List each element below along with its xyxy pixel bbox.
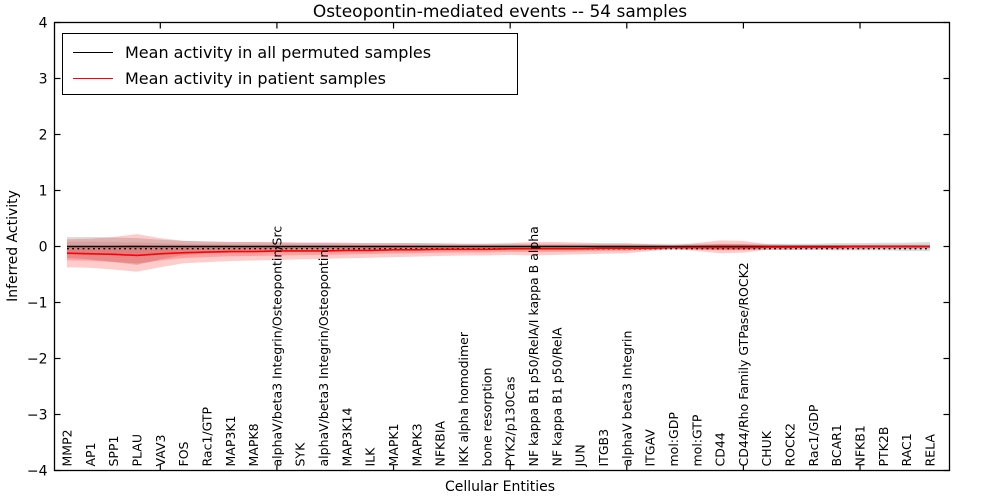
svg-text:2: 2 bbox=[39, 128, 48, 144]
svg-text:−4: −4 bbox=[27, 464, 48, 480]
svg-text:PTK2B: PTK2B bbox=[876, 427, 891, 467]
svg-text:ITGB3: ITGB3 bbox=[596, 429, 611, 467]
svg-text:−2: −2 bbox=[27, 352, 48, 368]
svg-text:1: 1 bbox=[39, 184, 48, 200]
svg-text:VAV3: VAV3 bbox=[153, 434, 168, 466]
svg-text:alphaV beta3 Integrin: alphaV beta3 Integrin bbox=[619, 331, 634, 467]
legend-label-permuted: Mean activity in all permuted samples bbox=[125, 42, 432, 62]
svg-text:ROCK2: ROCK2 bbox=[783, 423, 798, 466]
svg-text:−1: −1 bbox=[27, 296, 48, 312]
svg-text:FOS: FOS bbox=[176, 441, 191, 466]
svg-text:−3: −3 bbox=[27, 408, 48, 424]
svg-text:alphaV/beta3 Integrin/Osteopon: alphaV/beta3 Integrin/Osteopontin bbox=[316, 250, 331, 467]
svg-text:IKK alpha homodimer: IKK alpha homodimer bbox=[456, 331, 471, 466]
svg-text:CD44: CD44 bbox=[713, 432, 728, 466]
svg-text:MMP2: MMP2 bbox=[60, 429, 75, 466]
legend-item-patient: Mean activity in patient samples bbox=[73, 65, 517, 91]
svg-text:SYK: SYK bbox=[293, 442, 308, 467]
svg-text:PYK2/p130Cas: PYK2/p130Cas bbox=[503, 377, 518, 467]
svg-text:CD44/Rho Family GTPase/ROCK2: CD44/Rho Family GTPase/ROCK2 bbox=[736, 262, 751, 466]
x-tick-labels: MMP2 AP1 SPP1 PLAU VAV3 FOS Rac1/GTP MAP3K1 MAPK… bbox=[60, 226, 938, 468]
svg-text:mol:GDP: mol:GDP bbox=[666, 412, 681, 467]
svg-text:PLAU: PLAU bbox=[129, 434, 144, 467]
svg-text:mol:GTP: mol:GTP bbox=[689, 414, 704, 466]
svg-text:AP1: AP1 bbox=[83, 442, 98, 466]
svg-text:SPP1: SPP1 bbox=[106, 436, 121, 467]
svg-text:MAPK3: MAPK3 bbox=[409, 423, 424, 466]
svg-text:ILK: ILK bbox=[363, 447, 378, 467]
svg-text:MAPK1: MAPK1 bbox=[386, 423, 401, 466]
svg-text:NF kappa B1 p50/RelA/I kappa B: NF kappa B1 p50/RelA/I kappa B alpha bbox=[526, 226, 541, 466]
legend-item-permuted: Mean activity in all permuted samples bbox=[73, 39, 517, 65]
svg-text:MAP3K14: MAP3K14 bbox=[339, 408, 354, 467]
svg-text:JUN: JUN bbox=[573, 444, 588, 467]
svg-text:MAP3K1: MAP3K1 bbox=[223, 416, 238, 467]
axis-ticks bbox=[54, 21, 950, 472]
legend-box: Mean activity in all permuted samples Me… bbox=[62, 33, 518, 95]
svg-text:NF kappa B1 p50/RelA: NF kappa B1 p50/RelA bbox=[549, 327, 564, 467]
svg-text:Rac1/GDP: Rac1/GDP bbox=[806, 404, 821, 466]
svg-text:alphaV/beta3 Integrin/Osteopon: alphaV/beta3 Integrin/Osteopontin/Src bbox=[269, 226, 284, 467]
x-axis-label: Cellular Entities bbox=[444, 479, 556, 495]
legend-label-patient: Mean activity in patient samples bbox=[125, 68, 386, 88]
patient-band bbox=[67, 234, 930, 272]
permuted-band bbox=[67, 236, 930, 265]
svg-text:NFKBIA: NFKBIA bbox=[433, 421, 448, 467]
permuted-line-swatch bbox=[73, 51, 113, 53]
svg-text:RELA: RELA bbox=[923, 434, 938, 467]
y-tick-labels: 4 3 2 1 0 −1 −2 −3 −4 bbox=[27, 16, 48, 480]
svg-text:NFKB1: NFKB1 bbox=[853, 425, 868, 466]
svg-text:4: 4 bbox=[39, 16, 48, 32]
svg-text:0: 0 bbox=[39, 240, 48, 256]
svg-text:CHUK: CHUK bbox=[759, 430, 774, 466]
svg-text:RAC1: RAC1 bbox=[899, 433, 914, 466]
svg-text:MAPK8: MAPK8 bbox=[246, 423, 261, 466]
svg-text:Rac1/GTP: Rac1/GTP bbox=[199, 407, 214, 467]
svg-text:ITGAV: ITGAV bbox=[643, 429, 658, 467]
patient-line-swatch bbox=[73, 77, 113, 79]
svg-text:bone resorption: bone resorption bbox=[479, 368, 494, 467]
chart-title: Osteopontin-mediated events -- 54 sample… bbox=[312, 2, 688, 22]
patient-mean-line bbox=[66, 245, 930, 257]
svg-text:BCAR1: BCAR1 bbox=[829, 424, 844, 466]
svg-text:3: 3 bbox=[39, 72, 48, 88]
